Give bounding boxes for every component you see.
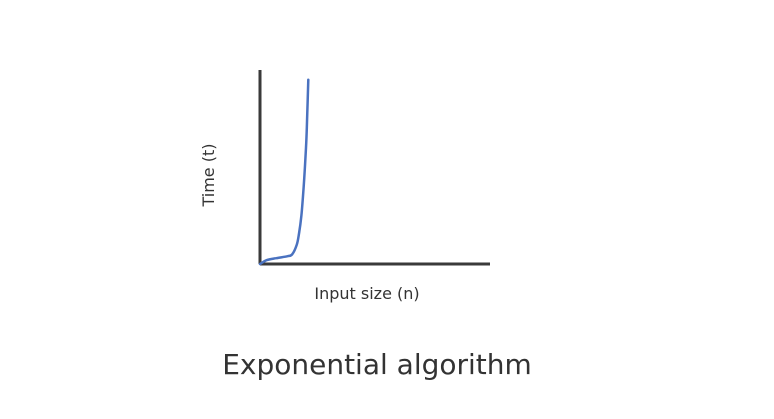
x-axis-label: Input size (n): [314, 284, 419, 303]
axes: [258, 70, 490, 266]
series-line-0: [258, 78, 310, 266]
chart-caption: Exponential algorithm: [222, 348, 532, 381]
y-axis-label: Time (t): [199, 144, 218, 208]
